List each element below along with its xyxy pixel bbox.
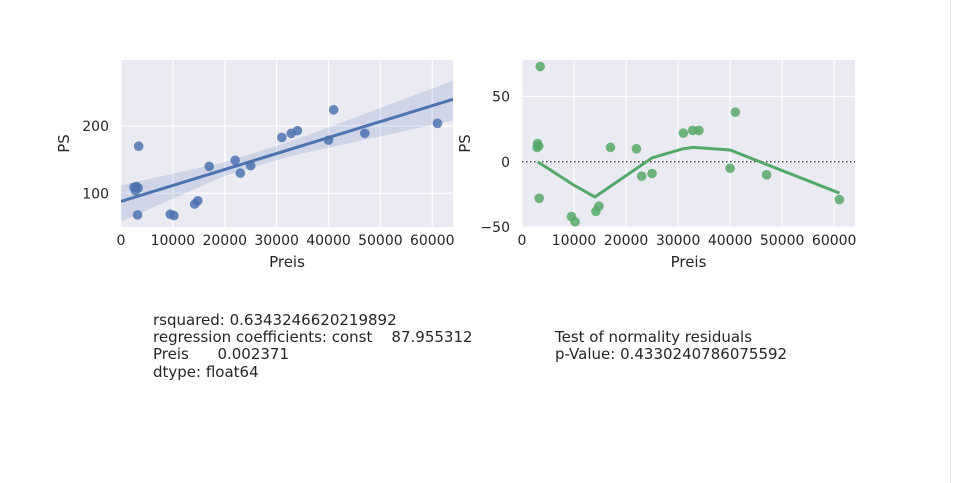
data-point bbox=[132, 210, 143, 220]
data-point bbox=[725, 163, 735, 174]
x-tick-label: 10000 bbox=[151, 233, 196, 249]
x-tick-label: 0 bbox=[117, 233, 126, 249]
data-point bbox=[761, 170, 772, 180]
preis-coefficient-text: Preis 0.002371 bbox=[153, 345, 290, 363]
data-point bbox=[533, 141, 544, 151]
plot-area bbox=[121, 80, 453, 222]
y-tick-label: −50 bbox=[480, 220, 510, 236]
x-axis-label: Preis bbox=[269, 253, 305, 271]
data-point bbox=[277, 132, 287, 143]
p-value-text: p-Value: 0.4330240786075592 bbox=[555, 345, 788, 363]
y-tick-label: 0 bbox=[501, 155, 510, 171]
regression-plot: 0 10000 20000 30000 40000 50000 60000 100 200 Pre… bbox=[55, 60, 455, 271]
data-point bbox=[204, 161, 214, 172]
data-point bbox=[292, 125, 303, 136]
data-point bbox=[133, 141, 144, 151]
data-point bbox=[570, 216, 580, 227]
data-point bbox=[730, 107, 741, 117]
x-tick-label: 20000 bbox=[202, 233, 247, 249]
plot-background bbox=[121, 60, 453, 227]
x-tick-label: 60000 bbox=[410, 233, 455, 249]
data-point bbox=[328, 105, 339, 115]
x-tick-label: 10000 bbox=[552, 233, 597, 249]
window-edge bbox=[950, 0, 951, 483]
data-point bbox=[678, 128, 689, 138]
rsquared-text: rsquared: 0.6343246620219892 bbox=[153, 311, 397, 329]
data-point bbox=[694, 125, 704, 136]
data-point bbox=[834, 194, 845, 205]
residual-plot: 0 10000 20000 30000 40000 50000 60000 −50 0 50 Pre… bbox=[456, 60, 856, 271]
data-point bbox=[647, 168, 657, 179]
data-point bbox=[235, 168, 246, 178]
plot-background bbox=[522, 60, 855, 227]
data-point bbox=[192, 195, 203, 206]
data-point bbox=[636, 171, 647, 181]
data-point bbox=[133, 183, 143, 193]
data-point bbox=[169, 210, 179, 221]
regression-line bbox=[121, 97, 453, 203]
y-tick-label: 200 bbox=[82, 119, 109, 135]
x-tick-label: 30000 bbox=[254, 233, 299, 249]
lowess-line bbox=[536, 145, 840, 199]
x-tick-label: 20000 bbox=[604, 233, 649, 249]
dtype-text: dtype: float64 bbox=[153, 363, 259, 381]
regression-coefficients-text: regression coefficients: const 87.955312 bbox=[153, 328, 473, 346]
x-tick-label: 0 bbox=[518, 233, 527, 249]
x-tick-label: 30000 bbox=[656, 233, 701, 249]
y-tick-label: 50 bbox=[492, 90, 510, 106]
y-axis-label: PS bbox=[55, 134, 73, 153]
data-point bbox=[594, 201, 604, 211]
plot-area bbox=[522, 61, 855, 227]
data-point bbox=[432, 118, 443, 129]
data-point bbox=[605, 142, 616, 153]
x-axis-label: Preis bbox=[671, 253, 707, 271]
data-point bbox=[360, 128, 370, 139]
x-tick-label: 50000 bbox=[358, 233, 403, 249]
data-point bbox=[535, 61, 546, 72]
x-tick-label: 40000 bbox=[708, 233, 753, 249]
x-tick-label: 40000 bbox=[306, 233, 351, 249]
normality-test-title: Test of normality residuals bbox=[555, 328, 753, 346]
y-tick-label: 100 bbox=[82, 186, 109, 202]
data-point bbox=[631, 143, 642, 154]
data-point bbox=[534, 193, 544, 204]
x-tick-label: 50000 bbox=[760, 233, 805, 249]
x-tick-label: 60000 bbox=[812, 233, 857, 249]
data-point bbox=[230, 155, 240, 166]
y-axis-label: PS bbox=[456, 134, 474, 153]
